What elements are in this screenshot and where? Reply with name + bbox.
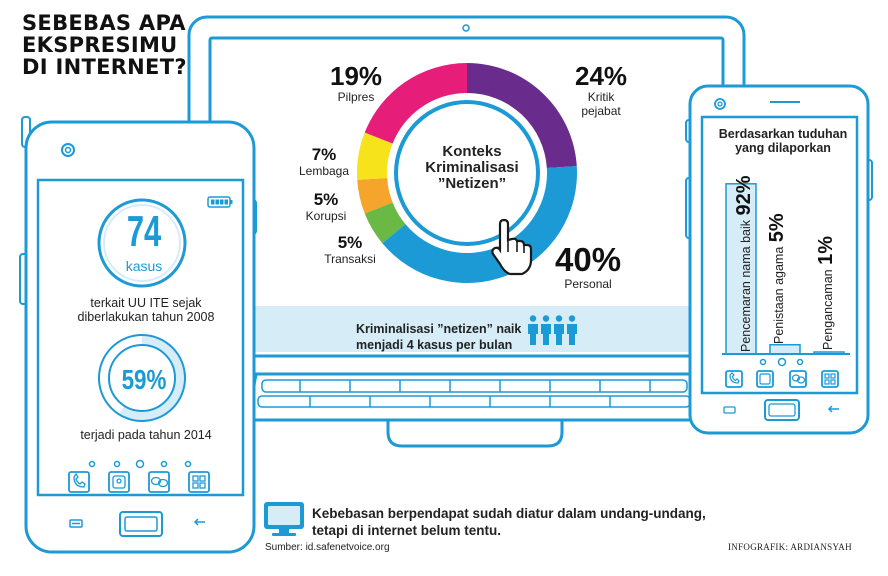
donut-title: Konteks Kriminalisasi ”Netizen”	[410, 144, 534, 192]
bar-title-line: yang dilaporkan	[735, 141, 831, 155]
donut-slice-lembaga	[357, 132, 393, 180]
progress-ring-fill	[118, 335, 185, 421]
case-unit: kasus	[125, 258, 163, 274]
hand-cursor-icon	[491, 218, 533, 276]
bar-label-penistaan: Penistaan agama 5%	[766, 213, 789, 344]
case-desc-line: terkait UU ITE sejak	[90, 296, 202, 310]
people-icon	[528, 315, 577, 345]
donut-slice-transaksi	[364, 202, 406, 244]
bar-pencemaran-nama-baik	[725, 183, 757, 355]
slice-pct: 7%	[311, 145, 337, 164]
bar-value-label: 92%	[733, 175, 755, 216]
donut-slice-pilpres	[364, 63, 467, 144]
bar-penistaan-agama	[769, 344, 801, 355]
donut-slice-kritik-pejabat	[467, 63, 577, 168]
slice-label-personal: 40% Personal	[555, 241, 622, 292]
slice-label-kritik: 24% Kritik pejabat	[575, 62, 627, 118]
credit-text: INFOGRAFIK: ARDIANSYAH	[728, 542, 852, 552]
phone-icon	[73, 472, 86, 488]
slice-label-lembaga: 7% Lembaga	[298, 145, 350, 179]
slice-pct: 40%	[555, 241, 622, 278]
donut-title-line: ”Netizen”	[437, 175, 507, 192]
contact-icon	[112, 475, 126, 489]
slice-label-korupsi: 5% Korupsi	[302, 190, 350, 224]
footer-note: Kebebasan berpendapat sudah diatur dalam…	[312, 505, 706, 539]
title-line: DI INTERNET?	[22, 55, 187, 79]
title-line: EKSPRESIMU	[22, 33, 178, 57]
bar-value-label: 1%	[815, 236, 837, 265]
page-dots	[88, 459, 192, 469]
chat-icon	[150, 476, 162, 486]
slice-label-pilpres: 19% Pilpres	[330, 62, 382, 104]
back-icon	[193, 518, 205, 526]
slice-name: pejabat	[581, 104, 621, 118]
donut-inner-ring	[394, 100, 540, 246]
app-icons	[68, 471, 210, 493]
bar-label-pencemaran: Pencemaran nama baik 92%	[733, 175, 756, 352]
donut-title-line: Konteks	[442, 143, 502, 160]
bar-chart	[725, 183, 845, 355]
case-description: terkait UU ITE sejak diberlakukan tahun …	[66, 296, 226, 324]
page-title: SEBEBAS APA EKSPRESIMU DI INTERNET?	[22, 12, 187, 78]
footer-line: tetapi di internet belum tentu.	[312, 523, 502, 538]
bar-category: Pengancaman	[821, 269, 835, 350]
case-desc-line: diberlakukan tahun 2008	[77, 310, 215, 324]
slice-name: Lembaga	[298, 164, 350, 178]
monitor-icon	[264, 502, 304, 536]
slice-pct: 24%	[575, 61, 628, 91]
percent-description: terjadi pada tahun 2014	[80, 428, 212, 442]
slice-name: Korupsi	[305, 209, 347, 223]
bar-category: Penistaan agama	[772, 246, 786, 344]
bar-label-pengancaman: Pengancaman 1%	[815, 236, 838, 350]
progress-ring-59	[98, 334, 186, 422]
title-line: SEBEBAS APA	[22, 11, 186, 35]
bar-chart-title: Berdasarkan tuduhan yang dilaporkan	[708, 127, 858, 155]
battery-icon	[207, 196, 233, 208]
slice-pct: 19%	[330, 61, 383, 91]
source-text: Sumber: id.safenetvoice.org	[265, 542, 390, 553]
banner-background	[213, 306, 720, 352]
bar-category: Pencemaran nama baik	[739, 219, 753, 352]
banner-text: Kriminalisasi ”netizen” naik menjadi 4 k…	[356, 321, 521, 353]
slice-name: Personal	[564, 277, 612, 291]
menu-icon	[69, 519, 83, 528]
slice-pct: 5%	[337, 233, 363, 252]
slice-name: Transaksi	[324, 252, 376, 266]
slice-name: Kritik	[587, 90, 615, 104]
percent-2014: 59%	[121, 364, 167, 395]
bar-title-line: Berdasarkan tuduhan	[718, 127, 848, 141]
slice-label-transaksi: 5% Transaksi	[320, 233, 380, 267]
left-phone-illustration	[19, 116, 257, 554]
donut-title-line: Kriminalisasi	[425, 159, 519, 176]
bar-value-label: 5%	[766, 213, 788, 243]
slice-pct: 5%	[313, 190, 339, 209]
banner-line: Kriminalisasi ”netizen” naik	[356, 322, 522, 336]
grid-icon	[192, 475, 206, 489]
banner-line: menjadi 4 kasus per bulan	[356, 338, 513, 352]
slice-name: Pilpres	[337, 90, 375, 104]
case-count: 74	[126, 207, 162, 256]
footer-line: Kebebasan berpendapat sudah diatur dalam…	[312, 506, 706, 521]
donut-slice-korupsi	[357, 178, 393, 214]
